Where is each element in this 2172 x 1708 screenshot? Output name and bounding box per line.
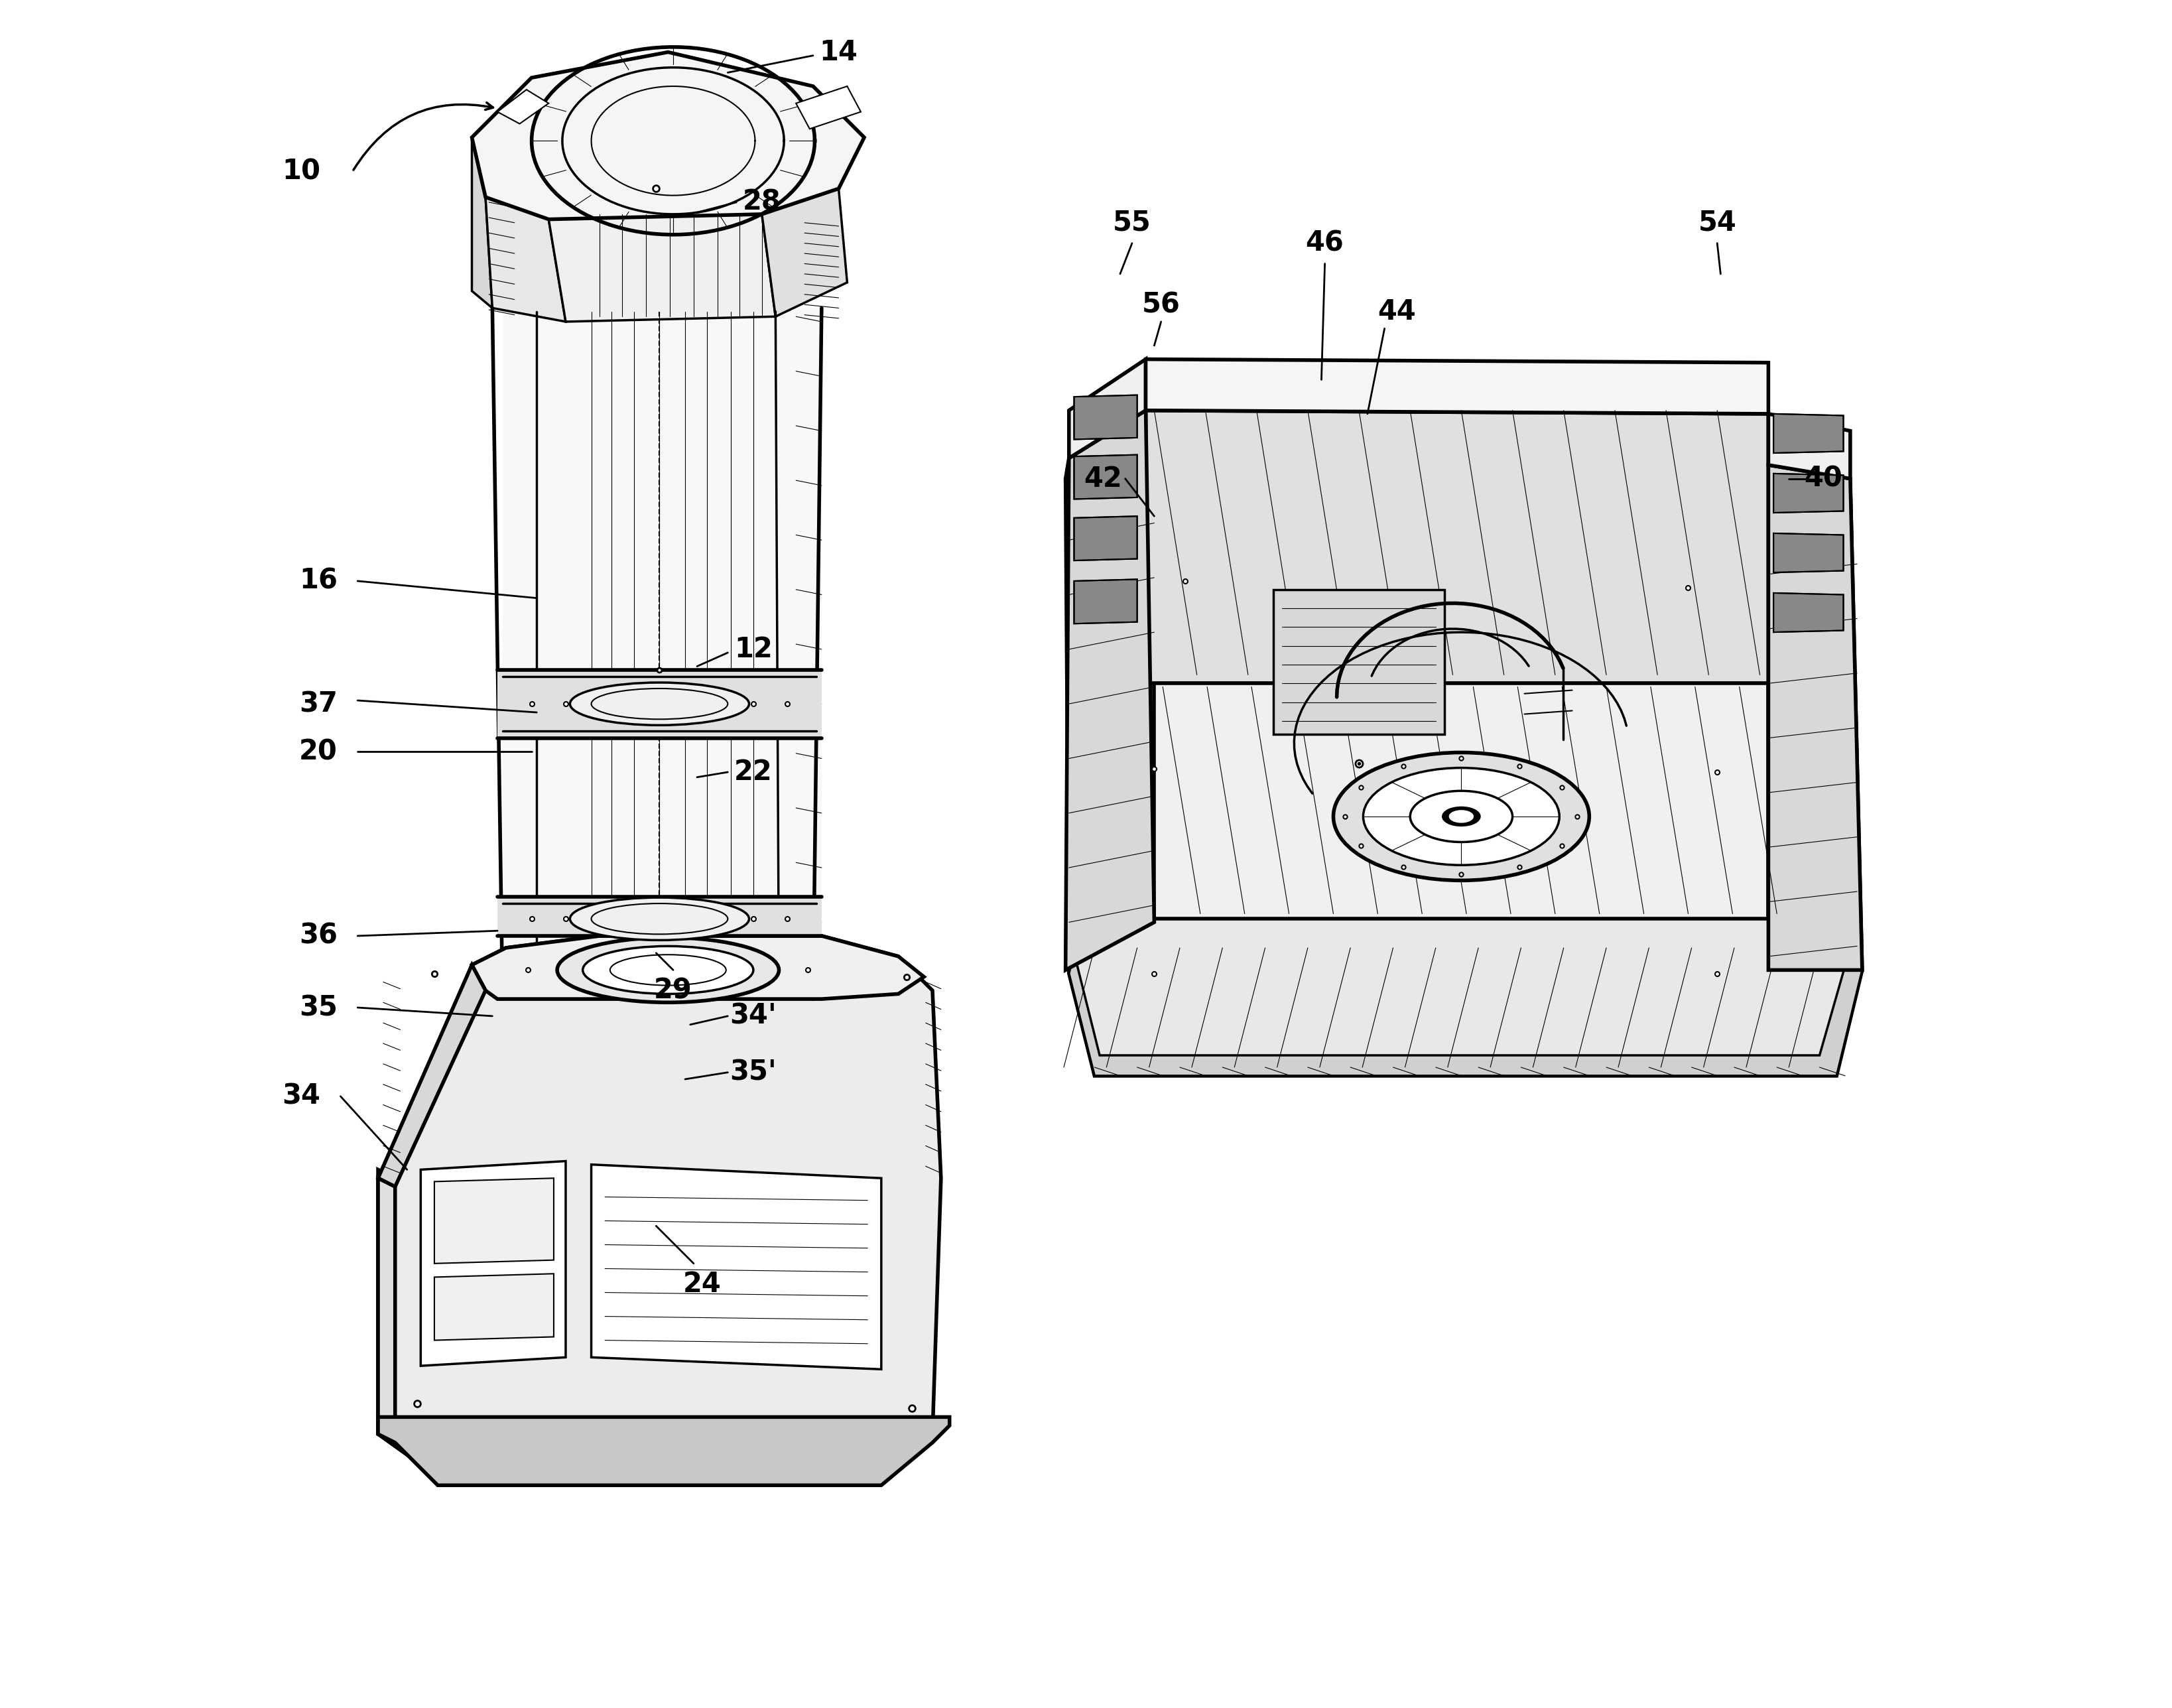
Text: 14: 14 xyxy=(819,38,858,67)
Polygon shape xyxy=(378,1179,395,1443)
Polygon shape xyxy=(1069,359,1145,458)
Ellipse shape xyxy=(610,955,725,986)
Polygon shape xyxy=(502,307,821,999)
Text: 28: 28 xyxy=(743,188,782,217)
Polygon shape xyxy=(1775,413,1844,453)
Polygon shape xyxy=(378,1418,949,1486)
Text: 42: 42 xyxy=(1084,465,1123,492)
Polygon shape xyxy=(1273,589,1444,734)
Polygon shape xyxy=(1066,410,1153,970)
Text: 10: 10 xyxy=(282,157,321,186)
Polygon shape xyxy=(550,214,775,321)
Polygon shape xyxy=(497,897,821,936)
Polygon shape xyxy=(1153,683,1768,919)
Text: 20: 20 xyxy=(300,738,337,765)
Polygon shape xyxy=(1775,593,1844,632)
Polygon shape xyxy=(497,670,821,738)
Text: 34: 34 xyxy=(282,1083,321,1110)
Polygon shape xyxy=(762,188,847,316)
Polygon shape xyxy=(421,1161,565,1366)
Polygon shape xyxy=(1768,413,1851,478)
Polygon shape xyxy=(471,137,493,307)
Text: 24: 24 xyxy=(682,1271,721,1298)
Polygon shape xyxy=(497,89,550,123)
Text: 22: 22 xyxy=(734,758,773,786)
Text: 34': 34' xyxy=(730,1003,778,1030)
Polygon shape xyxy=(1075,395,1138,439)
Ellipse shape xyxy=(569,897,749,939)
Text: 40: 40 xyxy=(1803,465,1842,492)
Polygon shape xyxy=(795,85,860,128)
Polygon shape xyxy=(1145,410,1768,683)
Polygon shape xyxy=(434,1274,554,1341)
Polygon shape xyxy=(434,1179,554,1264)
Ellipse shape xyxy=(582,946,754,994)
Text: 35: 35 xyxy=(300,994,337,1021)
Ellipse shape xyxy=(1410,791,1512,842)
Ellipse shape xyxy=(1449,811,1473,823)
Polygon shape xyxy=(1775,533,1844,572)
Ellipse shape xyxy=(1334,753,1590,880)
Text: 16: 16 xyxy=(300,567,337,594)
Text: 36: 36 xyxy=(300,922,337,950)
Polygon shape xyxy=(1075,454,1138,499)
Text: 37: 37 xyxy=(300,690,337,717)
Ellipse shape xyxy=(1442,808,1479,827)
Text: 12: 12 xyxy=(734,635,773,663)
Polygon shape xyxy=(378,965,487,1187)
Text: 44: 44 xyxy=(1377,297,1416,325)
Polygon shape xyxy=(1075,516,1138,560)
Polygon shape xyxy=(471,936,923,999)
Text: 55: 55 xyxy=(1112,208,1151,237)
Polygon shape xyxy=(471,53,864,219)
Polygon shape xyxy=(1066,458,1861,1076)
Polygon shape xyxy=(487,196,565,321)
Polygon shape xyxy=(1768,465,1861,970)
Polygon shape xyxy=(1145,359,1768,413)
Polygon shape xyxy=(591,1165,882,1370)
Ellipse shape xyxy=(558,938,780,1003)
Polygon shape xyxy=(1075,579,1138,623)
Text: 46: 46 xyxy=(1305,229,1344,258)
Text: 29: 29 xyxy=(654,977,693,1004)
Polygon shape xyxy=(378,936,940,1477)
Text: 56: 56 xyxy=(1142,290,1179,319)
Ellipse shape xyxy=(1364,769,1559,864)
Polygon shape xyxy=(1069,948,1861,1076)
Ellipse shape xyxy=(569,683,749,726)
Polygon shape xyxy=(1775,473,1844,512)
Text: 35': 35' xyxy=(730,1059,778,1086)
Text: 54: 54 xyxy=(1699,208,1735,237)
